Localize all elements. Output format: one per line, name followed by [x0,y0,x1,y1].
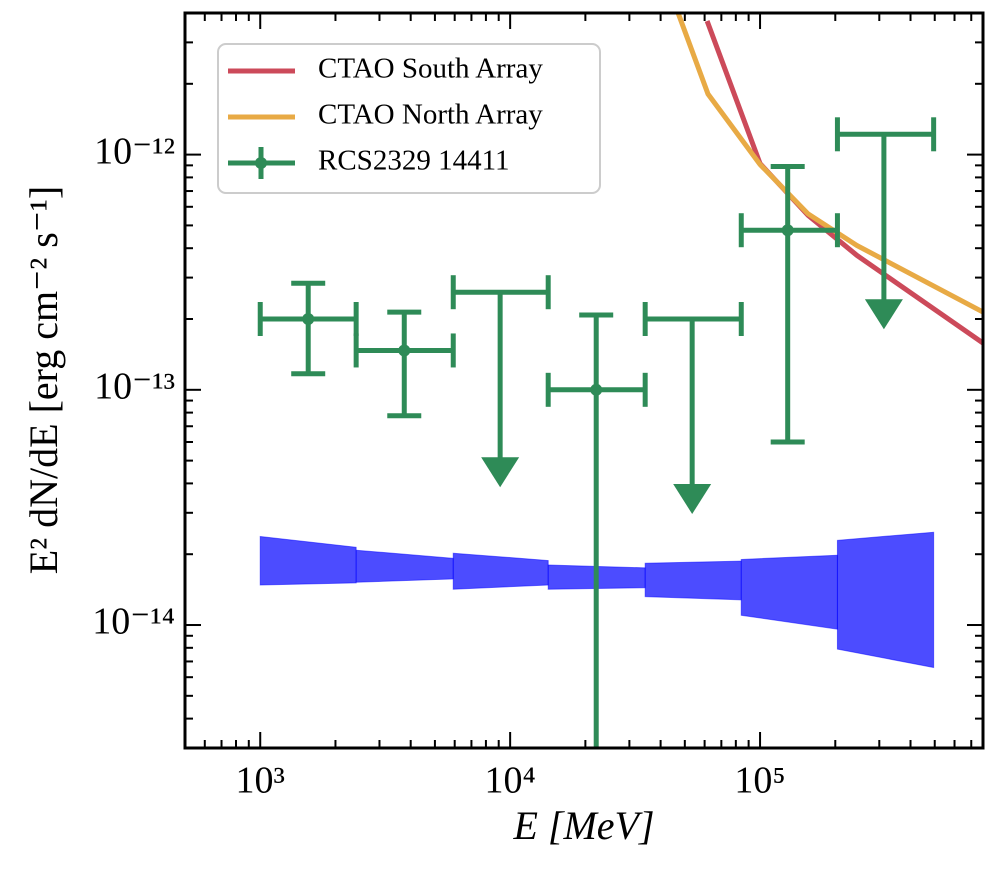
y-axis-label: E² dN/dE [erg cm⁻² s⁻¹] [21,186,66,575]
x-axis-label: E [MeV] [512,803,654,848]
legend-label: RCS2329 14411 [318,145,510,177]
y-tick-label: 10⁻¹² [94,130,175,172]
plot-area [257,13,983,748]
band-segment [740,554,838,630]
legend-box [217,43,601,194]
data-point [398,344,411,357]
band-segment [836,531,935,669]
data-point [590,383,603,396]
data-point [302,313,315,326]
upper-limit-arrow [481,457,520,488]
axes-frame [183,11,985,750]
x-tick-label: 10³ [236,760,285,802]
legend-label: CTAO South Array [318,53,543,85]
band-segment [355,549,454,583]
band-segment [259,535,357,586]
sensitivity-curve [675,13,983,315]
band-segment [644,560,742,601]
band-segment [452,552,549,590]
upper-limit-arrow [864,299,903,330]
y-tick-label: 10⁻¹⁴ [92,601,175,643]
x-tick-label: 10⁵ [734,760,785,802]
upper-limit-arrow [673,484,712,515]
x-tick-label: 10⁴ [485,760,536,802]
data-point [781,224,794,237]
legend-swatch [255,157,267,169]
legend-label: CTAO North Array [318,99,543,131]
sensitivity-curve [704,20,983,346]
y-tick-label: 10⁻¹³ [94,366,175,408]
legend: CTAO South Array CTAO North Array RCS2329 … [217,43,601,194]
